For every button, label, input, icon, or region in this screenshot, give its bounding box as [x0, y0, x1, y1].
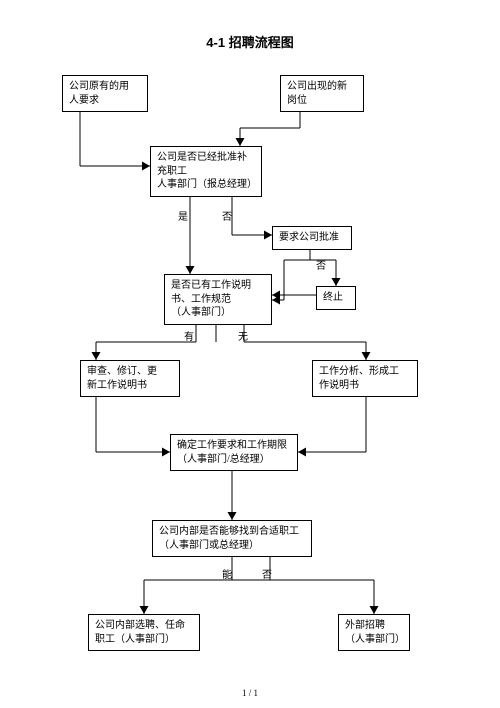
node-E: 是否已有工作说明书、工作规范（人事部门） [164, 274, 272, 325]
label-neng: 能 [222, 566, 232, 581]
node-D: 要求公司批准 [272, 226, 352, 250]
node-L: 外部招聘（人事部门） [338, 614, 410, 651]
node-A: 公司原有的用人要求 [62, 75, 148, 112]
label-no2: 否 [316, 257, 326, 272]
node-F: 终止 [316, 286, 356, 310]
node-G: 审查、修订、更新工作说明书 [80, 360, 180, 397]
flowchart-page: { "title": {"text":"4-1 招聘流程图","fontsize… [0, 0, 500, 708]
node-J: 公司内部是否能够找到合适职工（人事部门或总经理） [152, 520, 312, 557]
node-I: 确定工作要求和工作期限（人事部门/总经理） [170, 434, 298, 471]
node-B: 公司出现的新岗位 [280, 75, 364, 112]
node-K: 公司内部选聘、任命职工（人事部门） [88, 614, 200, 651]
label-fou3: 否 [262, 566, 272, 581]
label-wu: 无 [238, 328, 248, 343]
node-C: 公司是否已经批准补充职工人事部门（报总经理） [150, 146, 262, 197]
label-you: 有 [184, 328, 194, 343]
node-H: 工作分析、形成工作说明书 [312, 360, 418, 397]
label-no1: 否 [222, 208, 232, 223]
label-yes1: 是 [178, 208, 188, 223]
